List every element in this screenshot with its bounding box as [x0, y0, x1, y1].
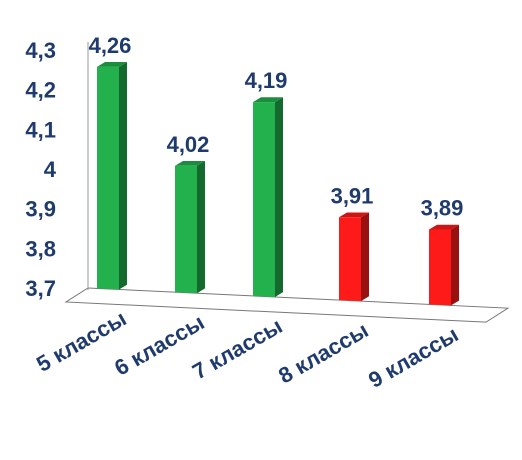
bar-side — [197, 160, 205, 294]
bars — [97, 62, 459, 306]
bar — [175, 160, 205, 294]
y-tick-label: 4,1 — [25, 117, 56, 142]
bar-side — [119, 62, 127, 290]
y-tick-label: 3,9 — [25, 197, 56, 222]
y-tick-label: 4 — [44, 157, 57, 182]
bar-top — [339, 212, 369, 218]
y-axis: 3,7 3,8 3,9 4 4,1 4,2 4,3 — [25, 38, 89, 301]
data-label: 4,19 — [245, 68, 288, 93]
y-tick-label: 3,7 — [25, 276, 56, 301]
bar — [429, 224, 459, 306]
data-label: 3,91 — [331, 183, 374, 208]
chart-floor-plane — [64, 287, 510, 323]
bar-top — [175, 160, 205, 166]
bar-side — [361, 212, 369, 302]
y-tick-label: 3,8 — [25, 236, 56, 261]
bar-front — [253, 102, 275, 297]
y-tick-label: 4,2 — [25, 78, 56, 103]
x-tick-label: 8 классы — [274, 317, 372, 388]
bar-front — [339, 217, 361, 302]
bar-top — [253, 97, 283, 103]
bar-front — [97, 66, 119, 290]
bar-top — [97, 62, 127, 67]
bar-side — [451, 224, 459, 306]
data-label: 3,89 — [421, 196, 464, 221]
bar — [339, 212, 369, 302]
bar-front — [175, 165, 197, 294]
chart-floor — [64, 287, 510, 323]
bar-top — [429, 224, 459, 230]
data-label: 4,26 — [89, 33, 132, 58]
bar-front — [429, 229, 451, 306]
bar-side — [275, 97, 283, 297]
data-label: 4,02 — [167, 132, 210, 157]
bar — [97, 62, 127, 290]
y-tick-label: 4,3 — [25, 38, 56, 63]
bar — [253, 97, 283, 297]
data-labels: 4,26 4,02 4,19 3,91 3,89 — [89, 33, 464, 221]
x-tick-label: 9 классы — [364, 322, 462, 393]
